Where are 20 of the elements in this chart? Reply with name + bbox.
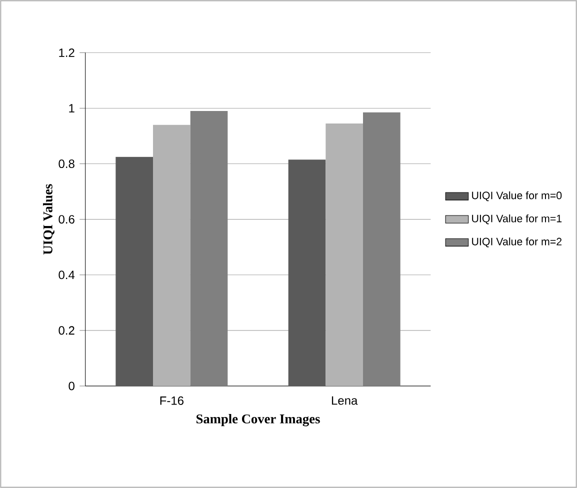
- y-tick-label: 1.2: [59, 48, 74, 57]
- x-axis-title: Sample Cover Images: [196, 414, 320, 426]
- bar: [190, 110, 228, 386]
- y-tick-label: 0: [68, 382, 74, 390]
- legend-label: UIQI Value for m=1: [472, 214, 562, 224]
- y-tick-label: 0.6: [58, 215, 74, 224]
- bar: [326, 123, 364, 386]
- bar: [116, 156, 153, 386]
- legend-label: UIQI Value for m=0: [472, 191, 562, 202]
- legend-label: UIQI Value for m=2: [472, 238, 562, 248]
- y-tick-label: 0.8: [58, 160, 74, 168]
- bar: [363, 112, 400, 386]
- x-tick-label: F-16: [160, 396, 184, 405]
- y-axis-title: UIQI Values: [43, 184, 54, 254]
- y-tick-label: 0.4: [58, 270, 75, 280]
- bar: [153, 124, 190, 386]
- x-tick-label: Lena: [332, 396, 358, 405]
- y-tick-label: 1: [69, 104, 74, 112]
- bar: [288, 160, 326, 386]
- y-tick-label: 0.2: [58, 326, 74, 335]
